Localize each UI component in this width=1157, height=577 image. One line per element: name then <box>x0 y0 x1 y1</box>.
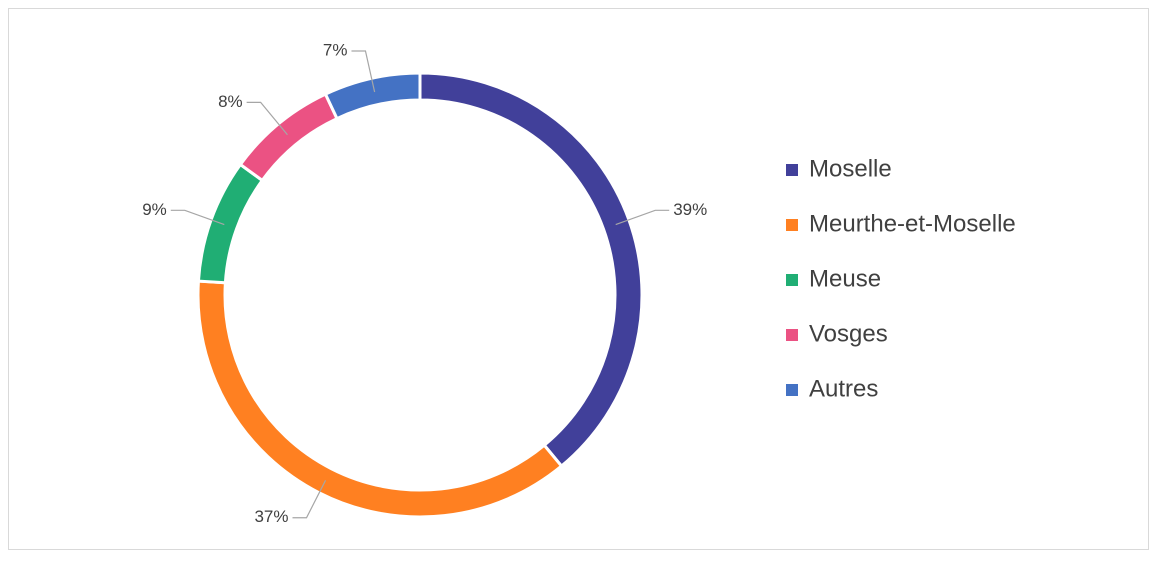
data-label: 8% <box>218 92 243 111</box>
leader-line <box>292 480 327 519</box>
leader-line <box>351 50 376 93</box>
legend-swatch <box>786 384 798 396</box>
legend-swatch <box>786 329 798 341</box>
donut-slice <box>323 71 422 121</box>
data-label: 37% <box>254 507 288 526</box>
data-label: 7% <box>323 41 348 60</box>
legend-label: Meurthe-et-Moselle <box>809 210 1016 237</box>
legend-label: Vosges <box>809 320 888 347</box>
chart-frame <box>8 8 1149 550</box>
legend-label: Moselle <box>809 155 892 182</box>
legend-swatch <box>786 219 798 231</box>
leader-line <box>246 101 288 136</box>
legend-label: Meuse <box>809 265 881 292</box>
leader-line <box>170 209 225 226</box>
leader-line <box>615 209 670 226</box>
data-label: 39% <box>673 200 707 219</box>
data-label: 9% <box>142 200 167 219</box>
legend-swatch <box>786 164 798 176</box>
legend-label: Autres <box>809 375 878 402</box>
legend-swatch <box>786 274 798 286</box>
